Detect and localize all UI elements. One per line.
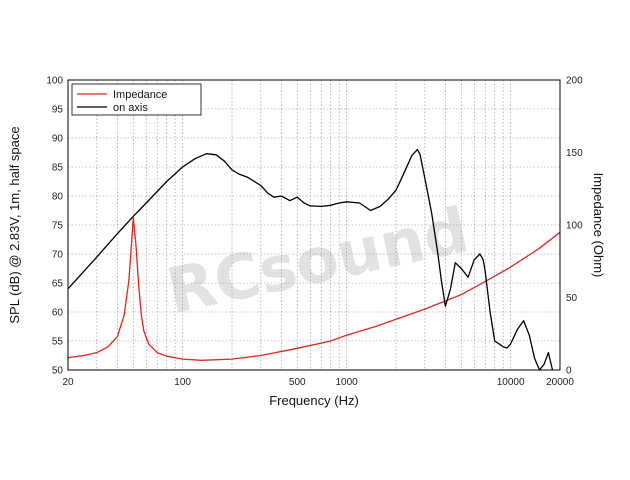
series-layer — [67, 148, 561, 371]
tick-labels: 20 100 500 1000 10000 20000505560657075808590… — [46, 76, 583, 389]
y-right-tick-label: 150 — [566, 148, 583, 159]
x-axis-label: Frequency (Hz) — [269, 393, 359, 408]
y-right-tick-label: 200 — [566, 76, 583, 87]
y-left-tick-label: 55 — [52, 337, 64, 348]
y-left-tick-label: 90 — [52, 134, 64, 145]
x-tick-label: 20000 — [546, 377, 574, 388]
y-left-tick-label: 85 — [52, 163, 64, 174]
on-axis-line — [67, 148, 554, 371]
y-left-tick-label: 50 — [52, 366, 64, 377]
legend-box — [71, 83, 202, 116]
plot-frame — [67, 79, 561, 371]
x-tick-label: 1000 — [336, 377, 359, 388]
y-right-tick-label: 0 — [566, 366, 572, 377]
y-left-tick-label: 80 — [52, 192, 64, 203]
y-axis-label-right: Impedance (Ohm) — [591, 173, 606, 278]
y-left-tick-label: 95 — [52, 105, 64, 116]
x-tick-label: 100 — [174, 377, 191, 388]
impedance-line — [67, 217, 561, 361]
y-right-tick-label: 50 — [566, 293, 578, 304]
legend-label-impedance: Impedance — [113, 89, 167, 101]
y-left-tick-label: 75 — [52, 221, 64, 232]
y-axis-label-left: SPL (dB) @ 2.83V, 1m, half space — [7, 126, 22, 323]
y-left-tick-label: 65 — [52, 279, 64, 290]
legend-label-on-axis: on axis — [113, 102, 148, 114]
x-tick-label: 10000 — [497, 377, 525, 388]
x-tick-label: 20 — [62, 377, 74, 388]
grid — [68, 80, 560, 370]
legend: Impedance on axis — [71, 83, 202, 116]
y-left-tick-label: 60 — [52, 308, 64, 319]
y-left-tick-label: 70 — [52, 250, 64, 261]
y-left-tick-label: 100 — [46, 76, 63, 87]
x-tick-label: 500 — [289, 377, 306, 388]
y-right-tick-label: 100 — [566, 221, 583, 232]
